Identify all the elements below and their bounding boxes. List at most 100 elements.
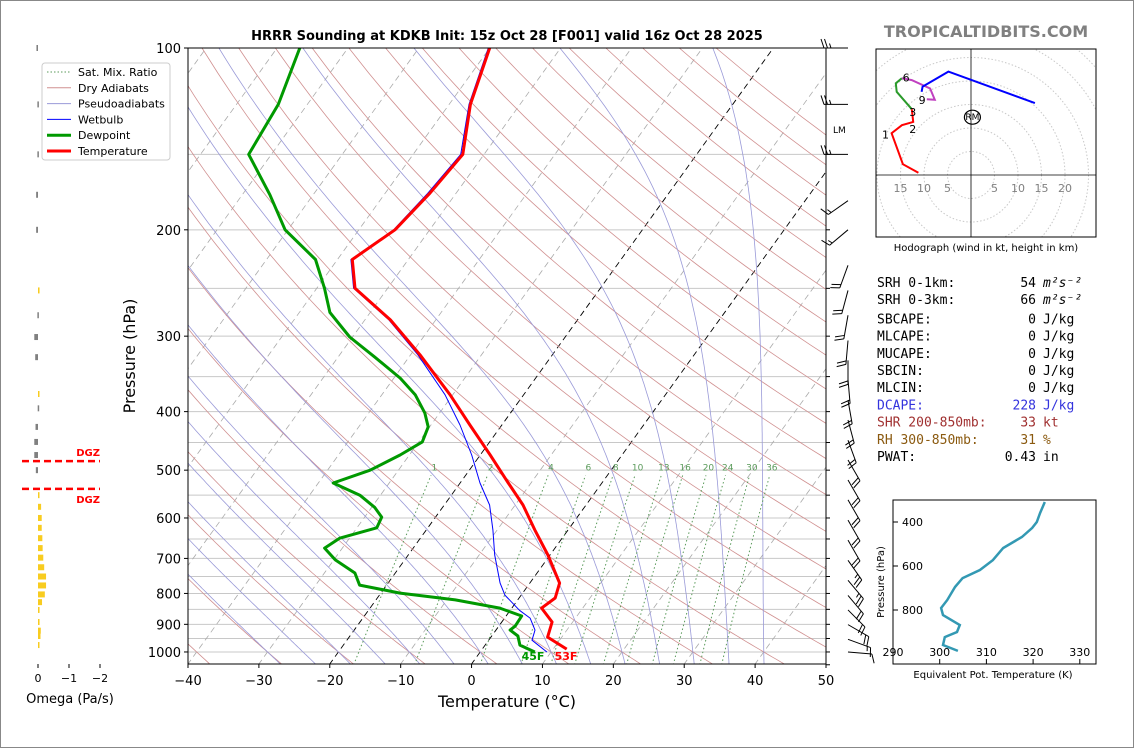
omega-bar	[38, 564, 45, 571]
pseudoadiabat	[188, 501, 352, 664]
wind-barb	[842, 400, 853, 429]
omega-bar	[36, 226, 38, 233]
hodograph-area: 15 10 5 5 10 15 20 1 2 3 69 RM	[876, 49, 1096, 237]
dry-adiabat	[188, 206, 714, 664]
barb-feather	[820, 145, 825, 155]
storm-motion-label: RM	[965, 113, 979, 123]
x-tick-label: −40	[174, 674, 201, 689]
mixing-ratio-label: 13	[658, 464, 669, 474]
wind-barb	[847, 499, 861, 529]
stat-unit: %	[1043, 433, 1051, 448]
key-isotherm	[329, 48, 774, 664]
dry-adiabat	[421, 48, 826, 390]
stat-unit: J/kg	[1043, 364, 1074, 379]
omega-bar	[38, 514, 42, 521]
dry-adiabat	[188, 327, 570, 664]
barb-shaft	[847, 519, 861, 542]
barb-feather	[847, 459, 856, 466]
omega-bar	[38, 642, 40, 649]
pseudoadiabat	[218, 48, 626, 664]
wind-barb	[820, 95, 848, 105]
storm-motion-marker	[963, 109, 982, 125]
y-tick-label: 600	[156, 512, 181, 527]
dry-adiabat	[311, 48, 826, 496]
height-label: 2	[909, 123, 916, 136]
hodograph-segment	[894, 77, 913, 110]
barb-feather	[834, 334, 845, 338]
legend-entry: Sat. Mix. Ratio	[78, 66, 158, 79]
mixing-ratio-label: 16	[679, 464, 691, 474]
omega-panel: DGZ DGZ 0 −1 −2 Omega (Pa/s)	[22, 45, 114, 707]
barb-shaft	[847, 580, 864, 600]
omega-bar	[34, 334, 38, 341]
pseudoadiabat	[188, 324, 489, 664]
temperature-line	[350, 48, 568, 651]
barb-feather	[871, 653, 875, 664]
plot-area: 1 2 4 6 8 10 13 16 20 24 30 36	[188, 48, 826, 664]
theta-e-y-axis-label: Pressure (hPa)	[876, 546, 887, 618]
isotherm	[188, 48, 349, 271]
mixing-ratio-line	[626, 475, 684, 664]
stat-unit: J/kg	[1043, 347, 1074, 362]
chart-title: HRRR Sounding at KDKB Init: 15z Oct 28 […	[251, 29, 763, 44]
omega-bar	[35, 423, 38, 430]
omega-bar	[37, 101, 39, 108]
barb-feather	[855, 579, 863, 588]
barb-feather	[833, 309, 843, 312]
stat-unit: J/kg	[1043, 312, 1074, 327]
y-tick-label: 800	[156, 587, 181, 602]
theta-e-area	[939, 501, 1046, 653]
omega-bar	[38, 573, 47, 580]
omega-bar	[35, 354, 38, 361]
stat-value: 0	[1028, 347, 1036, 362]
barb-feather	[836, 363, 847, 368]
omega-bar	[38, 606, 40, 613]
theta-e-panel: 400 600 800 290 300 310 320 330 Pressure (hPa) Eq…	[876, 499, 1097, 681]
isotherm	[258, 48, 703, 664]
barb-feather	[851, 477, 859, 486]
dry-adiabat	[201, 48, 826, 608]
y-tick-label: 100	[156, 42, 181, 57]
wind-barb	[834, 315, 849, 341]
stat-label: MUCAPE:	[877, 347, 932, 362]
omega-bar	[38, 390, 40, 397]
wind-barb	[838, 360, 849, 388]
wind-barb	[847, 539, 861, 569]
barb-shaft	[847, 559, 863, 581]
stat-unit: J/kg	[1043, 330, 1074, 345]
mixing-ratio-label: 30	[746, 464, 758, 474]
barb-shaft	[847, 595, 864, 615]
pseudoadiabat	[188, 264, 523, 664]
stat-unit: kt	[1043, 416, 1059, 431]
stat-value: 0	[1028, 330, 1036, 345]
hodograph-ring-label: 15	[1035, 182, 1049, 195]
mixing-ratio-line	[699, 475, 751, 664]
stat-value: 33	[1020, 416, 1036, 431]
y-tick-label: 300	[156, 330, 181, 345]
barb-feather	[838, 383, 849, 388]
barb-feather	[842, 419, 852, 426]
mixing-ratio-line	[603, 475, 662, 664]
wind-barb	[847, 609, 866, 636]
dry-adiabat	[238, 48, 826, 570]
barb-feather	[853, 480, 861, 489]
mixing-ratio-line	[672, 475, 726, 664]
x-tick-label: 40	[747, 674, 764, 689]
y-tick-label: 500	[156, 464, 181, 479]
omega-bar	[35, 467, 38, 474]
wind-barb	[821, 229, 849, 246]
hodograph-caption: Hodograph (wind in kt, height in km)	[894, 243, 1079, 254]
barb-shaft	[847, 440, 857, 463]
mixing-ratio-line	[574, 475, 636, 664]
dry-adiabat	[188, 578, 283, 664]
mixing-ratio-line	[479, 475, 549, 664]
mixing-ratio-label: 20	[703, 464, 715, 474]
wind-barb	[847, 440, 857, 470]
mixing-ratio-label: 1	[431, 464, 437, 474]
x-tick-label: 0	[467, 674, 475, 689]
barb-feather	[851, 537, 859, 546]
stat-value: 66	[1020, 293, 1036, 308]
wind-barb	[847, 624, 870, 647]
barb-feather	[824, 95, 828, 105]
barb-feather	[824, 145, 828, 155]
